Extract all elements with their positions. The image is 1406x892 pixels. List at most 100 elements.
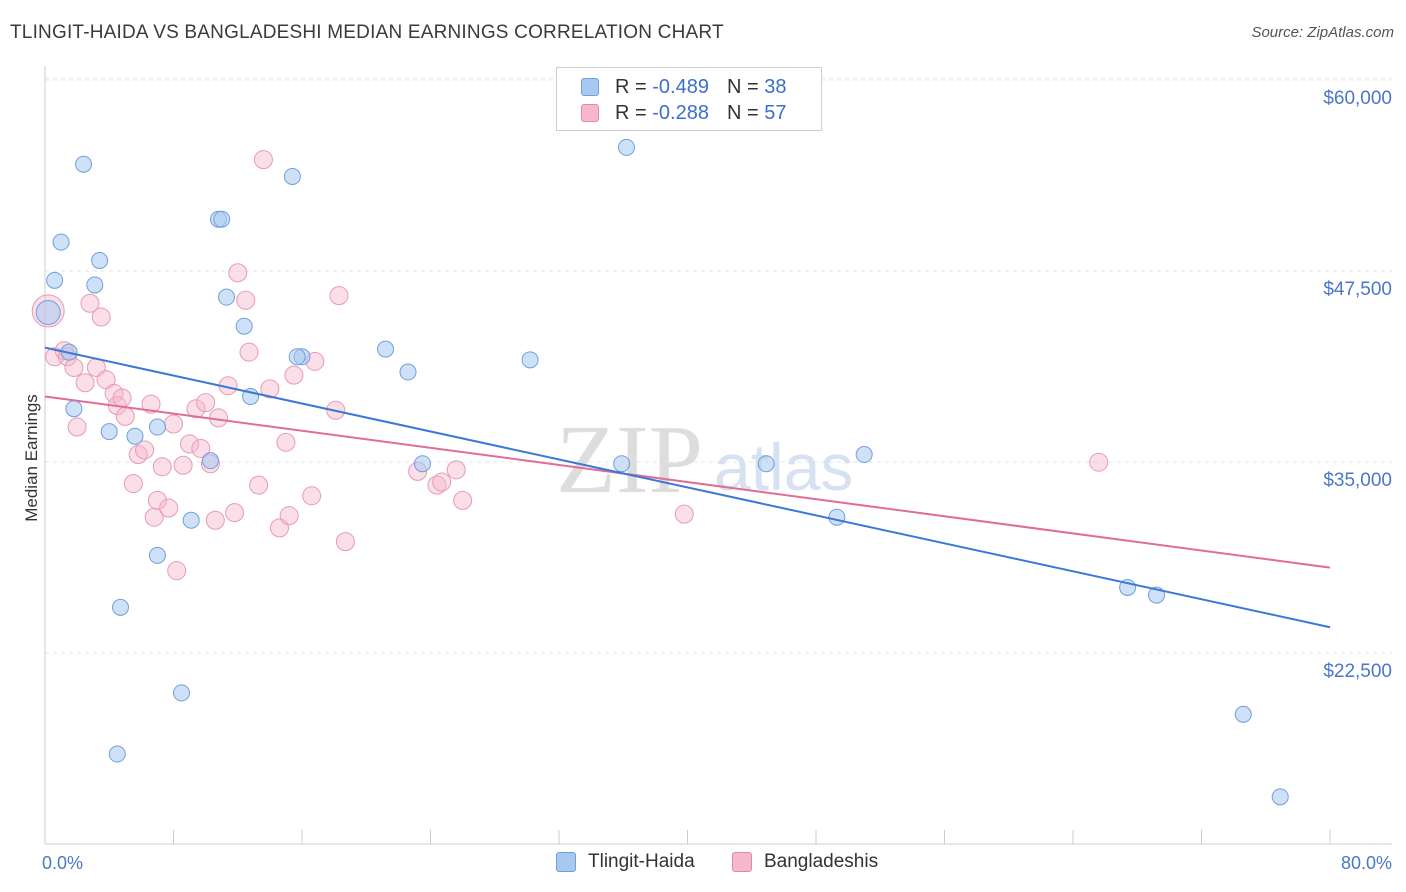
chart-title: TLINGIT-HAIDA VS BANGLADESHI MEDIAN EARN… — [10, 22, 724, 43]
bangladeshi-point — [236, 290, 256, 310]
legend-row-tlingit: R = -0.489 N = 38 — [581, 74, 786, 100]
tlingit-point — [52, 233, 70, 251]
trend-lines — [44, 346, 1331, 629]
bangladeshi-point — [186, 399, 206, 419]
y-tick-label: $22,500 — [1323, 661, 1392, 682]
tlingit-point — [521, 351, 539, 369]
bangladeshi-point — [115, 406, 135, 426]
bangladeshi-point — [228, 263, 248, 283]
bangladeshi-point — [196, 393, 216, 413]
bangladeshi-point — [249, 475, 269, 495]
tlingit-point — [86, 276, 104, 294]
tlingit-point — [100, 423, 118, 441]
bangladeshi-point — [75, 373, 95, 393]
tlingit-trend-line — [44, 346, 1331, 629]
tlingit-point — [288, 348, 306, 366]
tlingit-point — [111, 598, 129, 616]
tlingit-point — [173, 684, 191, 702]
bangladeshi-point — [432, 472, 452, 492]
tlingit-point — [617, 138, 635, 156]
bangladeshi-point — [276, 432, 296, 452]
bangladeshi-point — [112, 388, 132, 408]
tlingit-point — [108, 745, 126, 763]
bangladeshi-point — [453, 490, 473, 510]
tlingit-point — [213, 210, 231, 228]
tlingit-point — [413, 455, 431, 473]
tlingit-point — [235, 317, 253, 335]
bangladeshi-point — [159, 498, 179, 518]
bangladeshi-point — [205, 510, 225, 530]
x-tick-label: 80.0% — [1341, 853, 1392, 873]
bangladeshi-point — [141, 394, 161, 414]
series-swatch-tlingit — [556, 852, 576, 872]
tlingit-point — [1234, 705, 1252, 723]
bangladeshi-point — [239, 342, 259, 362]
legend-r-label: R = — [615, 75, 647, 98]
tlingit-point — [148, 418, 166, 436]
y-tick-labels: $22,500 $35,000 $47,500 $60,000 — [1323, 88, 1392, 682]
bangladeshi-point — [284, 365, 304, 385]
series-swatch-bangladeshi — [732, 852, 752, 872]
bangladeshi-point — [173, 455, 193, 475]
y-tick-label: $35,000 — [1323, 470, 1392, 491]
tlingit-point — [182, 511, 200, 529]
bangladeshi-point — [167, 561, 187, 581]
y-tick-label: $60,000 — [1323, 88, 1392, 109]
tlingit-point — [757, 455, 775, 473]
x-tick-labels: 0.0% 80.0% — [42, 853, 1392, 873]
series-label-bangladeshi: Bangladeshis — [764, 851, 879, 872]
watermark-atlas: atlas — [714, 430, 853, 504]
tlingit-point — [1271, 788, 1289, 806]
series-legend: Tlingit-Haida Bangladeshis — [0, 851, 1406, 877]
tlingit-point — [855, 446, 873, 464]
legend-r-value: -0.489 — [652, 75, 709, 98]
gridlines — [45, 77, 1392, 654]
tlingit-point — [91, 251, 109, 269]
bangladeshi-point — [1089, 452, 1109, 472]
tlingit-point — [148, 546, 166, 564]
bangladeshi-point — [180, 434, 200, 454]
series-legend-bangladeshi: Bangladeshis — [732, 851, 878, 873]
tlingit-point — [828, 508, 846, 526]
bangladeshi-point — [135, 440, 155, 460]
bangladeshi-point — [152, 457, 172, 477]
watermark: ZIP atlas — [556, 406, 853, 514]
x-tick-label: 0.0% — [42, 853, 83, 873]
bangladeshi-point — [329, 286, 349, 306]
chart-source: Source: ZipAtlas.com — [1251, 24, 1394, 41]
bangladeshi-point — [91, 307, 111, 327]
bangladeshi-point — [147, 490, 167, 510]
legend-n-value: 57 — [764, 101, 787, 124]
tlingit-points — [35, 138, 1289, 806]
tlingit-point — [35, 299, 61, 325]
bangladeshi-point — [80, 293, 100, 313]
bangladeshi-point — [674, 504, 694, 524]
axes — [44, 66, 1392, 845]
tlingit-point — [65, 400, 83, 418]
bangladeshi-point — [64, 357, 84, 377]
legend-swatch-bangladeshi — [581, 104, 599, 122]
bangladeshi-point — [279, 506, 299, 526]
bangladeshi-point — [67, 417, 87, 437]
legend-r-value: -0.288 — [652, 101, 709, 124]
bangladeshi-trend-line — [44, 395, 1331, 569]
legend-n-label: N = — [726, 75, 759, 98]
tlingit-point — [46, 271, 64, 289]
series-label-tlingit: Tlingit-Haida — [588, 851, 695, 872]
tlingit-point — [399, 363, 417, 381]
legend-n-label: N = — [726, 101, 759, 124]
bangladeshi-point — [164, 414, 183, 434]
tlingit-point — [283, 167, 301, 185]
legend-r-label: R = — [615, 101, 647, 124]
legend-row-bangladeshi: R = -0.288 N = 57 — [581, 100, 786, 126]
tlingit-point — [126, 427, 144, 445]
bangladeshi-point — [253, 150, 273, 170]
y-axis-label: Median Earnings — [22, 394, 41, 522]
tlingit-point — [75, 155, 93, 173]
bangladeshi-point — [302, 486, 322, 506]
bangladeshi-point — [335, 532, 355, 552]
bangladeshi-point — [260, 379, 280, 399]
bangladeshi-point — [191, 438, 211, 458]
tlingit-point — [218, 288, 236, 306]
